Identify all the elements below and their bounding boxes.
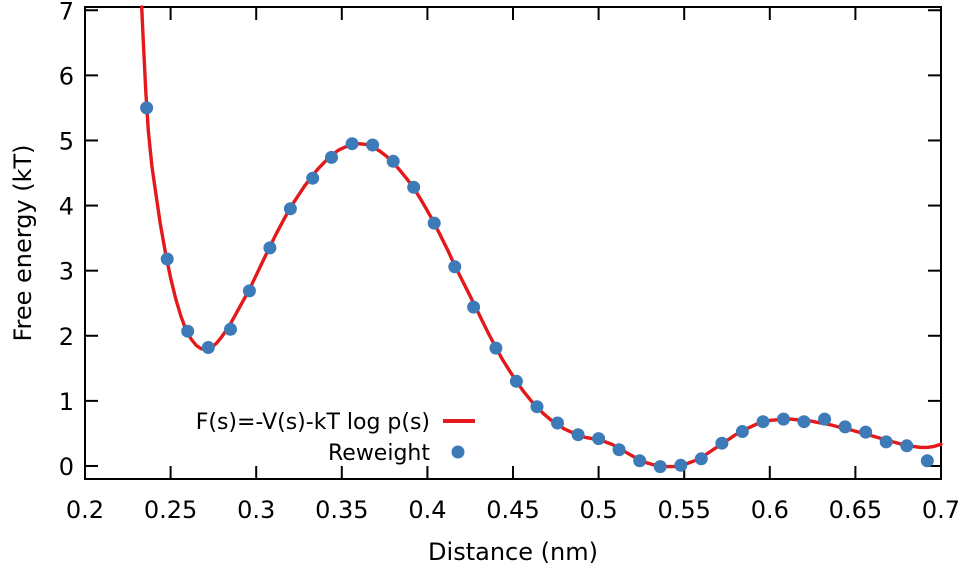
x-tick-label: 0.6: [751, 496, 789, 524]
reweight-point: [489, 341, 503, 355]
x-tick-label: 0.35: [315, 496, 368, 524]
y-tick-label: 7: [59, 0, 74, 25]
reweight-point: [756, 415, 770, 429]
reweight-point: [571, 428, 585, 442]
reweight-point: [633, 454, 647, 468]
reweight-point: [674, 458, 688, 472]
reweight-point: [242, 284, 256, 298]
reweight-point: [427, 216, 441, 230]
y-tick-label: 6: [59, 62, 74, 90]
legend: F(s)=-V(s)-kT log p(s) Reweight: [196, 410, 475, 466]
reweight-point: [345, 137, 359, 151]
x-axis-title: Distance (nm): [428, 538, 598, 566]
y-tick-label: 3: [59, 258, 74, 286]
y-tick-label: 0: [59, 453, 74, 481]
reweight-point: [920, 454, 934, 468]
free-energy-curve: [139, 5, 943, 469]
reweight-point: [551, 416, 564, 430]
reweight-point: [735, 425, 749, 438]
y-tick-label: 2: [59, 323, 74, 351]
reweight-point: [838, 420, 852, 434]
x-tick-label: 0.3: [237, 496, 275, 524]
reweight-point: [283, 202, 297, 216]
reweight-point: [448, 260, 462, 274]
reweight-point: [797, 415, 811, 429]
y-tick-label: 4: [59, 193, 74, 221]
reweight-point: [879, 435, 893, 449]
reweight-point: [715, 436, 729, 450]
x-tick-label: 0.4: [408, 496, 446, 524]
reweight-point: [306, 171, 320, 185]
reweight-point: [592, 432, 606, 446]
y-tick-label: 1: [59, 388, 74, 416]
legend-scatter-label: Reweight: [328, 441, 430, 466]
reweight-point: [777, 412, 790, 426]
reweight-point: [366, 138, 380, 152]
reweight-point: [263, 241, 277, 255]
reweight-point: [386, 154, 400, 168]
plot-border: [84, 6, 942, 480]
reweight-point: [818, 412, 832, 426]
legend-line-label: F(s)=-V(s)-kT log p(s): [196, 410, 430, 435]
x-tick-label: 0.55: [657, 496, 710, 524]
reweight-point: [612, 443, 626, 457]
reweight-point: [181, 324, 195, 338]
x-tick-label: 0.65: [829, 496, 882, 524]
legend-scatter-sample: [451, 445, 465, 459]
reweight-point: [140, 101, 154, 115]
x-tick-label: 0.5: [580, 496, 618, 524]
reweight-point: [653, 460, 667, 474]
reweight-point: [407, 180, 421, 194]
x-tick-label: 0.25: [144, 496, 197, 524]
reweight-point: [694, 452, 708, 466]
reweight-point: [509, 374, 523, 388]
reweight-point: [530, 400, 544, 414]
y-axis-title: Free energy (kT): [9, 144, 37, 341]
reweight-point: [224, 322, 237, 336]
y-tick-label: 5: [59, 127, 74, 155]
plot-area: 0.2 0.25 0.3 0.35 0.4 0.45 0.5 0.55 0.6 0.65 0.7 0 1…: [59, 0, 960, 524]
x-tick-label: 0.7: [922, 496, 960, 524]
reweight-point: [467, 300, 481, 314]
reweight-point: [900, 439, 914, 453]
reweight-point: [325, 150, 338, 164]
x-tick-label: 0.45: [486, 496, 539, 524]
reweight-point: [201, 341, 215, 354]
x-tick-label: 0.2: [66, 496, 104, 524]
reweight-point: [160, 252, 174, 266]
reweight-point: [859, 425, 873, 439]
